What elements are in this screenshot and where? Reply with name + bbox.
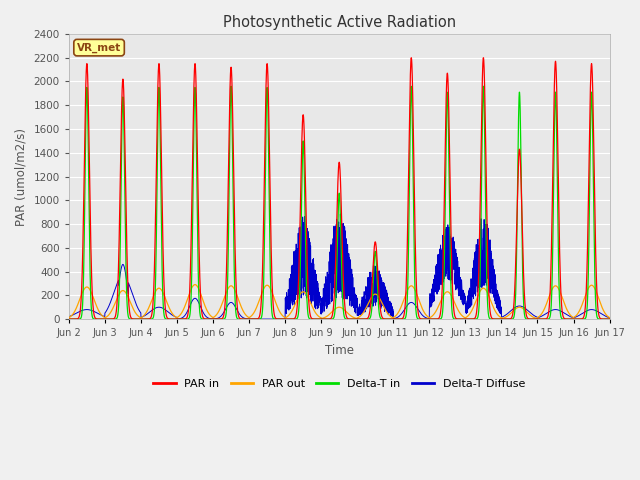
Text: VR_met: VR_met — [77, 43, 121, 53]
Legend: PAR in, PAR out, Delta-T in, Delta-T Diffuse: PAR in, PAR out, Delta-T in, Delta-T Dif… — [149, 374, 529, 393]
X-axis label: Time: Time — [324, 344, 354, 357]
Y-axis label: PAR (umol/m2/s): PAR (umol/m2/s) — [15, 128, 28, 226]
Title: Photosynthetic Active Radiation: Photosynthetic Active Radiation — [223, 15, 456, 30]
